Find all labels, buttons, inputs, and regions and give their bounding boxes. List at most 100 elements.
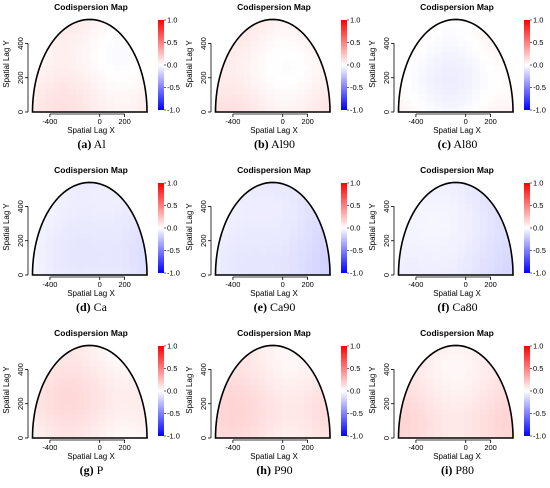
heatmap-cell <box>45 414 54 421</box>
heatmap-cell <box>327 100 331 107</box>
heatmap-cell <box>91 197 100 204</box>
heatmap-cell <box>398 94 405 101</box>
heatmap-cell <box>83 263 92 270</box>
heatmap-cell <box>479 263 489 270</box>
heatmap-cell <box>37 432 46 438</box>
heatmap-cell <box>510 354 514 361</box>
x-tick-label: 200 <box>484 443 497 452</box>
heatmap-cell <box>510 106 514 112</box>
heatmap-cell <box>411 227 420 234</box>
heatmap-cell <box>83 366 92 373</box>
heatmap-cell <box>45 221 54 228</box>
heatmap-cell <box>68 396 77 403</box>
heatmap-cell <box>304 88 313 95</box>
heatmap-cell <box>449 34 458 41</box>
heatmap-cell <box>113 19 123 23</box>
heatmap-cell <box>296 46 306 53</box>
heatmap-cell <box>83 390 92 397</box>
heatmap-cell <box>464 348 473 355</box>
heatmap-cell <box>495 426 504 433</box>
heatmap-cell <box>45 345 54 349</box>
heatmap-cell <box>121 245 130 252</box>
heatmap-cell <box>144 182 148 186</box>
heatmap-cell <box>479 378 489 385</box>
heatmap-cell <box>274 372 283 379</box>
y-axis-label: Spatial Lag Y <box>368 366 377 414</box>
heatmap-cell <box>45 22 54 29</box>
panel-title: Codispersion Map <box>237 165 311 175</box>
heatmap-cell <box>32 52 39 59</box>
y-tick-label: 0 <box>199 436 208 440</box>
heatmap-cell <box>449 408 458 415</box>
heatmap-cell <box>83 221 92 228</box>
heatmap-cell <box>121 185 130 192</box>
heatmap-cell <box>312 390 321 397</box>
heatmap-cell <box>472 360 481 367</box>
heatmap-cell <box>243 378 252 385</box>
heatmap-cell <box>479 345 489 349</box>
heatmap-cell <box>418 366 428 373</box>
heatmap-cell <box>144 209 148 216</box>
heatmap-cell <box>45 245 54 252</box>
heatmap-cell <box>441 360 450 367</box>
heatmap-cell <box>32 348 39 355</box>
heatmap-cell <box>52 19 62 23</box>
heatmap-cell <box>274 263 283 270</box>
heatmap-cell <box>98 378 107 385</box>
heatmap-cell <box>37 94 46 101</box>
heatmap-cell <box>228 34 237 41</box>
heatmap-cell <box>327 372 331 379</box>
heatmap-cell <box>60 251 69 258</box>
heatmap-cell <box>68 82 77 89</box>
heatmap-cell <box>215 106 222 112</box>
y-tick-label: 400 <box>382 37 391 50</box>
heatmap-cell <box>75 185 84 192</box>
heatmap-cell <box>37 209 46 216</box>
heatmap-field <box>32 345 148 438</box>
heatmap-cell <box>83 414 92 421</box>
heatmap-cell <box>411 257 420 264</box>
heatmap-cell <box>228 70 237 77</box>
colorbar-tick-label: 1.0 <box>350 16 360 25</box>
heatmap-cell <box>121 70 130 77</box>
heatmap-cell <box>426 106 435 112</box>
heatmap-cell <box>434 420 443 427</box>
heatmap-field <box>398 345 514 438</box>
heatmap-cell <box>434 64 443 71</box>
heatmap-cell <box>113 384 123 391</box>
heatmap-cell <box>45 76 54 83</box>
heatmap-cell <box>296 52 306 59</box>
heatmap-cell <box>251 182 260 186</box>
heatmap-cell <box>312 245 321 252</box>
heatmap-cell <box>52 239 62 246</box>
heatmap-cell <box>60 19 69 23</box>
heatmap-cell <box>75 402 84 409</box>
heatmap-cell <box>228 354 237 361</box>
heatmap-cell <box>235 402 245 409</box>
heatmap-cell <box>136 215 145 222</box>
heatmap-cell <box>289 414 298 421</box>
heatmap-cell <box>228 251 237 258</box>
heatmap-cell <box>304 432 313 438</box>
heatmap-cell <box>289 88 298 95</box>
heatmap-cell <box>464 366 473 373</box>
heatmap-cell <box>464 209 473 216</box>
heatmap-cell <box>91 64 100 71</box>
heatmap-cell <box>457 384 466 391</box>
caption-label: (e) <box>253 300 267 314</box>
heatmap-cell <box>106 106 115 112</box>
heatmap-cell <box>215 185 222 192</box>
heatmap-cell <box>312 52 321 59</box>
heatmap-cell <box>487 408 496 415</box>
colorbar-tick-label: 1.0 <box>167 16 177 25</box>
heatmap-cell <box>457 76 466 83</box>
heatmap-cell <box>312 408 321 415</box>
heatmap-cell <box>398 209 405 216</box>
heatmap-cell <box>91 76 100 83</box>
heatmap-cell <box>495 70 504 77</box>
heatmap-cell <box>37 396 46 403</box>
heatmap-cell <box>228 185 237 192</box>
heatmap-cell <box>411 420 420 427</box>
heatmap-cell <box>398 52 405 59</box>
heatmap-cell <box>144 28 148 35</box>
